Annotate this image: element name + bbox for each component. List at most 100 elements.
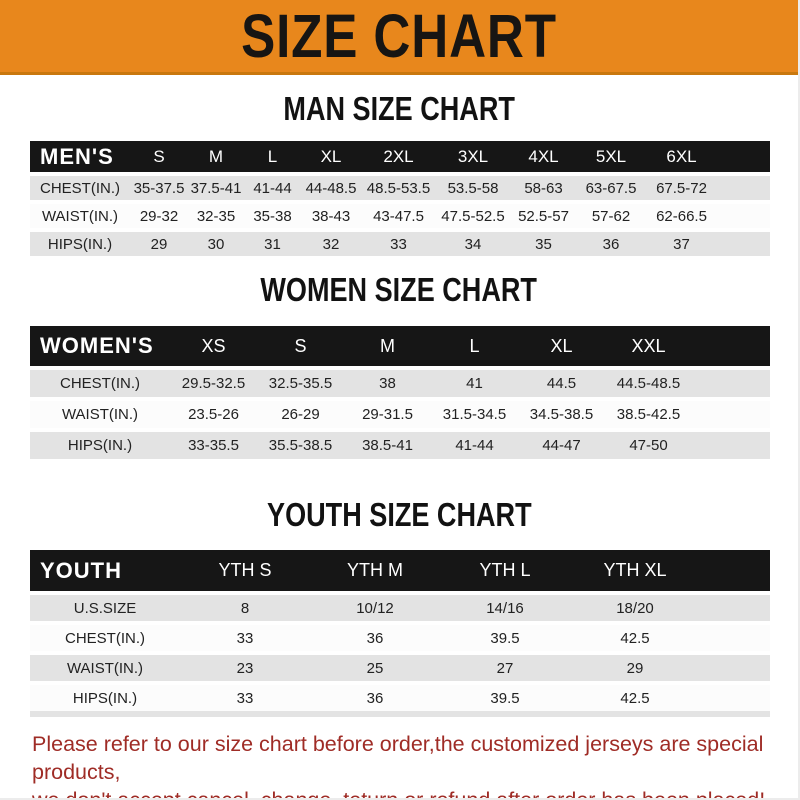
size-value: 31 — [264, 235, 281, 253]
youth-size-chart-heading-text: YOUTH SIZE CHART — [266, 496, 532, 533]
size-value: 37 — [673, 235, 690, 253]
column-header: 2XL — [383, 146, 414, 166]
women-size-chart-heading-text: WOMEN SIZE CHART — [260, 271, 538, 308]
table-corner-label: WOMEN'S — [40, 333, 154, 358]
table-row: WAIST(IN.) 23.5-26 26-29 29-31.5 31.5-34.5 34… — [30, 401, 770, 428]
size-value: 35.5-38.5 — [268, 437, 333, 454]
column-header: YTH XL — [603, 560, 667, 580]
column-header: S — [294, 335, 307, 356]
size-value: 52.5-57 — [518, 207, 569, 225]
size-value: 37.5-41 — [190, 179, 242, 197]
column-header: L — [469, 335, 480, 356]
size-value: 58-63 — [524, 179, 563, 197]
row-label: CHEST(IN.) — [65, 629, 145, 647]
banner: SIZE CHART — [0, 0, 798, 75]
size-value: 26-29 — [281, 406, 320, 423]
footer-notice-line1: Please refer to our size chart before or… — [32, 732, 764, 784]
size-value: 30 — [207, 235, 225, 253]
size-value: 32.5-35.5 — [268, 375, 333, 392]
table-row: CHEST(IN.) 33 36 39.5 42.5 — [30, 625, 770, 651]
size-value: 29-31.5 — [362, 406, 413, 423]
table-row: CHEST(IN.) 29.5-32.5 32.5-35.5 38 41 44.5 44.5… — [30, 370, 770, 397]
size-value: 18/20 — [616, 599, 654, 617]
size-value: 53.5-58 — [447, 179, 499, 197]
size-value: 27 — [496, 659, 514, 677]
row-label: WAIST(IN.) — [61, 406, 139, 423]
size-value: 31.5-34.5 — [442, 406, 507, 423]
size-value: 36 — [366, 689, 384, 707]
row-label: HIPS(IN.) — [72, 689, 138, 707]
size-value: 41 — [466, 375, 483, 392]
size-value: 32 — [322, 235, 340, 253]
row-label: CHEST(IN.) — [60, 375, 140, 392]
size-value: 33-35.5 — [188, 437, 239, 454]
man-size-chart-heading: MAN SIZE CHART — [0, 91, 798, 127]
column-header: XS — [201, 335, 226, 356]
size-value: 33 — [390, 235, 407, 253]
size-value: 48.5-53.5 — [366, 179, 431, 197]
size-value: 44.5-48.5 — [616, 375, 681, 392]
size-value: 29 — [150, 235, 168, 253]
table-header-row: YOUTH YTH S YTH M YTH L YTH XL — [30, 550, 770, 591]
column-header: M — [208, 146, 224, 166]
row-label: HIPS(IN.) — [47, 235, 113, 253]
column-header: 6XL — [666, 146, 697, 166]
row-label: CHEST(IN.) — [40, 179, 120, 197]
women-size-chart-heading: WOMEN SIZE CHART — [0, 272, 798, 308]
size-value: 34.5-38.5 — [529, 406, 594, 423]
size-value: 43-47.5 — [373, 207, 424, 225]
youth-size-chart-heading: YOUTH SIZE CHART — [0, 497, 798, 533]
column-header: 4XL — [528, 146, 559, 166]
size-value: 36 — [366, 629, 384, 647]
size-value: 44-48.5 — [305, 179, 357, 197]
table-corner-label: YOUTH — [40, 557, 122, 583]
table-row: HIPS(IN.) 33-35.5 35.5-38.5 38.5-41 41-44 44-… — [30, 432, 770, 459]
size-value: 25 — [366, 659, 384, 677]
size-value: 39.5 — [490, 629, 520, 647]
size-value: 35 — [535, 235, 552, 253]
size-value: 23 — [236, 659, 254, 677]
size-value: 41-44 — [253, 179, 292, 197]
size-value: 8 — [240, 599, 250, 617]
size-value: 38-43 — [311, 207, 351, 225]
column-header: 5XL — [595, 146, 627, 166]
size-value: 63-67.5 — [585, 179, 637, 197]
size-value: 35-37.5 — [133, 179, 185, 197]
table-row: U.S.SIZE 8 10/12 14/16 18/20 — [30, 595, 770, 621]
row-label: WAIST(IN.) — [66, 659, 144, 677]
row-label: HIPS(IN.) — [67, 437, 133, 454]
footer-notice-line2: we don't accept cancel, change, teturn o… — [32, 788, 766, 800]
size-value: 47-50 — [629, 437, 668, 454]
column-header: YTH L — [479, 560, 531, 580]
size-value: 34 — [464, 235, 482, 253]
table-header-row: WOMEN'S XS S M L XL XXL — [30, 326, 770, 366]
column-header: YTH S — [218, 560, 272, 580]
table-row: WAIST(IN.) 29-32 32-35 35-38 38-43 43-47.5 47.… — [30, 204, 770, 228]
size-value: 41-44 — [455, 437, 494, 454]
size-value: 67.5-72 — [656, 179, 707, 197]
men-size-table: MEN'S S M L XL 2XL 3XL 4XL 5XL 6XL CHEST(IN.) 35-37… — [30, 141, 770, 256]
row-label: U.S.SIZE — [73, 599, 137, 617]
size-value: 32-35 — [196, 207, 236, 225]
size-value: 29-32 — [139, 207, 179, 225]
size-value: 38.5-41 — [362, 437, 413, 454]
youth-table-end-strip — [30, 711, 770, 717]
column-header: XXL — [631, 335, 666, 356]
size-value: 36 — [602, 235, 620, 253]
size-value: 47.5-52.5 — [441, 207, 505, 225]
man-size-chart-heading-text: MAN SIZE CHART — [283, 90, 515, 127]
size-value: 42.5 — [620, 629, 650, 647]
table-row: HIPS(IN.) 29 30 31 32 33 34 35 36 37 — [30, 232, 770, 256]
size-value: 14/16 — [486, 599, 524, 617]
size-value: 44.5 — [546, 375, 577, 392]
size-value: 42.5 — [620, 689, 650, 707]
size-value: 38 — [379, 375, 396, 392]
table-row: CHEST(IN.) 35-37.5 37.5-41 41-44 44-48.5 48.5… — [30, 176, 770, 200]
column-header: XL — [320, 146, 342, 166]
women-size-table: WOMEN'S XS S M L XL XXL CHEST(IN.) 29.5-32.5 32.5… — [30, 326, 770, 459]
size-value: 38.5-42.5 — [616, 406, 681, 423]
column-header: 3XL — [457, 146, 489, 166]
size-value: 33 — [236, 629, 254, 647]
size-value: 10/12 — [356, 599, 394, 617]
